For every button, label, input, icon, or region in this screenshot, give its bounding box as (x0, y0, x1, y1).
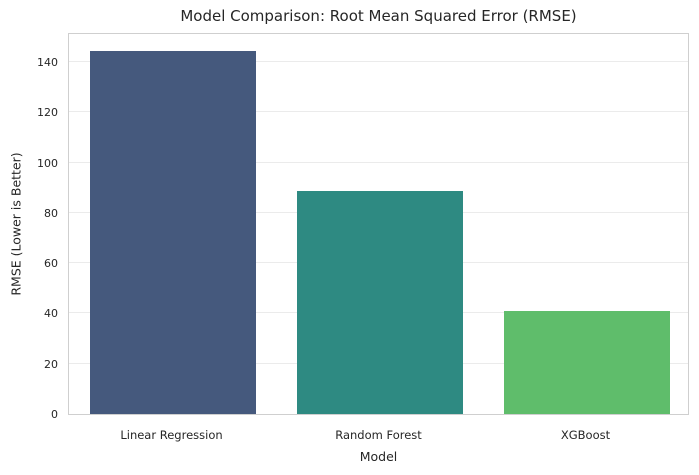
ytick-label-60: 60 (44, 257, 58, 271)
ytick-label-80: 80 (44, 206, 58, 220)
bar-linear-regression (90, 51, 256, 414)
gridline-y-100 (69, 161, 688, 163)
x-axis-label: Model (359, 449, 398, 464)
xtick-label-linear-regression: Linear Regression (120, 428, 223, 442)
xtick-label-random-forest: Random Forest (335, 428, 422, 442)
xtick-label-xgboost: XGBoost (560, 428, 611, 442)
ytick-label-100: 100 (37, 156, 58, 170)
ytick-label-120: 120 (37, 106, 58, 120)
gridline-y-120 (69, 111, 688, 113)
chart-title: Model Comparison: Root Mean Squared Erro… (180, 7, 577, 25)
gridline-y-140 (69, 61, 688, 63)
bar-xgboost (504, 311, 670, 414)
bar-random-forest (297, 191, 463, 414)
x-axis-ticks: Linear Regression Random Forest XGBoost (68, 428, 689, 444)
plot-area (68, 33, 689, 415)
ytick-label-40: 40 (44, 307, 58, 321)
ytick-label-20: 20 (44, 357, 58, 371)
y-axis-ticks: 0 20 40 60 80 100 120 140 (0, 33, 58, 421)
ytick-label-140: 140 (37, 56, 58, 70)
ytick-label-0: 0 (51, 408, 58, 421)
